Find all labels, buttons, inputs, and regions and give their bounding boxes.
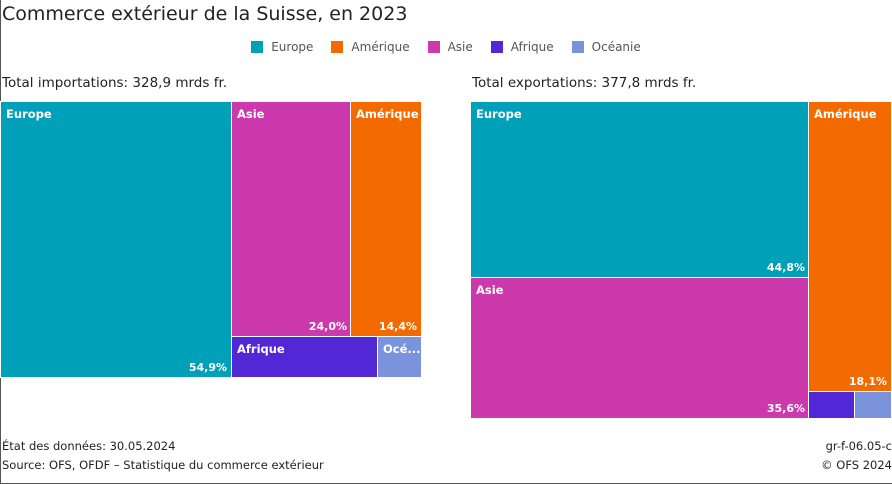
imports-tile-value-europe: 54,9% bbox=[188, 361, 227, 374]
legend-label-europe: Europe bbox=[271, 40, 314, 54]
exports-tile-label-europe: Europe bbox=[476, 107, 522, 121]
legend-item-amerique[interactable]: Amérique bbox=[331, 40, 410, 54]
imports-tile-asie[interactable]: Asie 24,0% bbox=[231, 101, 352, 337]
legend-swatch-europe bbox=[251, 41, 264, 53]
imports-panel-title: Total importations: 328,9 mrds fr. bbox=[2, 75, 228, 91]
imports-tile-label-oceanie: Océ... bbox=[383, 342, 421, 356]
imports-tile-label-asie: Asie bbox=[237, 107, 265, 121]
legend-item-oceanie[interactable]: Océanie bbox=[571, 40, 641, 54]
exports-tile-value-asie: 35,6% bbox=[766, 402, 805, 415]
footer-copyright: © OFS 2024 bbox=[821, 458, 892, 472]
imports-treemap: Europe 54,9% Asie 24,0% Amérique 14,4% Afrique… bbox=[0, 101, 422, 378]
legend-label-asie: Asie bbox=[447, 40, 473, 54]
chart-title: Commerce extérieur de la Suisse, en 2023 bbox=[2, 3, 408, 25]
exports-tile-label-amerique: Amérique bbox=[814, 107, 877, 121]
exports-tile-asie[interactable]: Asie 35,6% bbox=[470, 277, 810, 419]
imports-tile-value-asie: 24,0% bbox=[308, 320, 347, 333]
exports-tile-afrique[interactable] bbox=[808, 391, 855, 419]
imports-tile-label-amerique: Amérique bbox=[356, 107, 419, 121]
legend-label-oceanie: Océanie bbox=[591, 40, 641, 54]
exports-tile-value-amerique: 18,1% bbox=[848, 375, 887, 388]
footer-date: État des données: 30.05.2024 bbox=[2, 439, 176, 453]
imports-tile-afrique[interactable]: Afrique bbox=[231, 336, 378, 378]
exports-treemap: Europe 44,8% Asie 35,6% Amérique 18,1% bbox=[470, 101, 892, 419]
legend-label-afrique: Afrique bbox=[510, 40, 554, 54]
legend-swatch-afrique bbox=[490, 41, 503, 53]
legend-item-afrique[interactable]: Afrique bbox=[490, 40, 554, 54]
imports-tile-label-afrique: Afrique bbox=[237, 342, 285, 356]
legend-label-amerique: Amérique bbox=[351, 40, 410, 54]
exports-tile-europe[interactable]: Europe 44,8% bbox=[470, 101, 810, 278]
exports-tile-oceanie[interactable] bbox=[854, 391, 892, 419]
imports-tile-value-amerique: 14,4% bbox=[378, 320, 417, 333]
imports-tile-europe[interactable]: Europe 54,9% bbox=[0, 101, 232, 378]
exports-tile-amerique[interactable]: Amérique 18,1% bbox=[808, 101, 892, 392]
imports-tile-oceanie[interactable]: Océ... bbox=[377, 336, 422, 378]
legend-item-asie[interactable]: Asie bbox=[427, 40, 473, 54]
imports-tile-label-europe: Europe bbox=[6, 107, 52, 121]
exports-tile-label-asie: Asie bbox=[476, 283, 504, 297]
legend: Europe Amérique Asie Afrique Océanie bbox=[0, 40, 892, 54]
legend-swatch-amerique bbox=[331, 41, 344, 53]
exports-tile-value-europe: 44,8% bbox=[766, 261, 805, 274]
exports-panel-title: Total exportations: 377,8 mrds fr. bbox=[472, 75, 697, 91]
legend-swatch-asie bbox=[427, 41, 440, 53]
imports-tile-amerique[interactable]: Amérique 14,4% bbox=[350, 101, 422, 337]
legend-swatch-oceanie bbox=[571, 41, 584, 53]
footer-code: gr-f-06.05-c bbox=[825, 439, 892, 453]
legend-item-europe[interactable]: Europe bbox=[251, 40, 313, 54]
footer-source: Source: OFS, OFDF – Statistique du comme… bbox=[2, 458, 324, 472]
